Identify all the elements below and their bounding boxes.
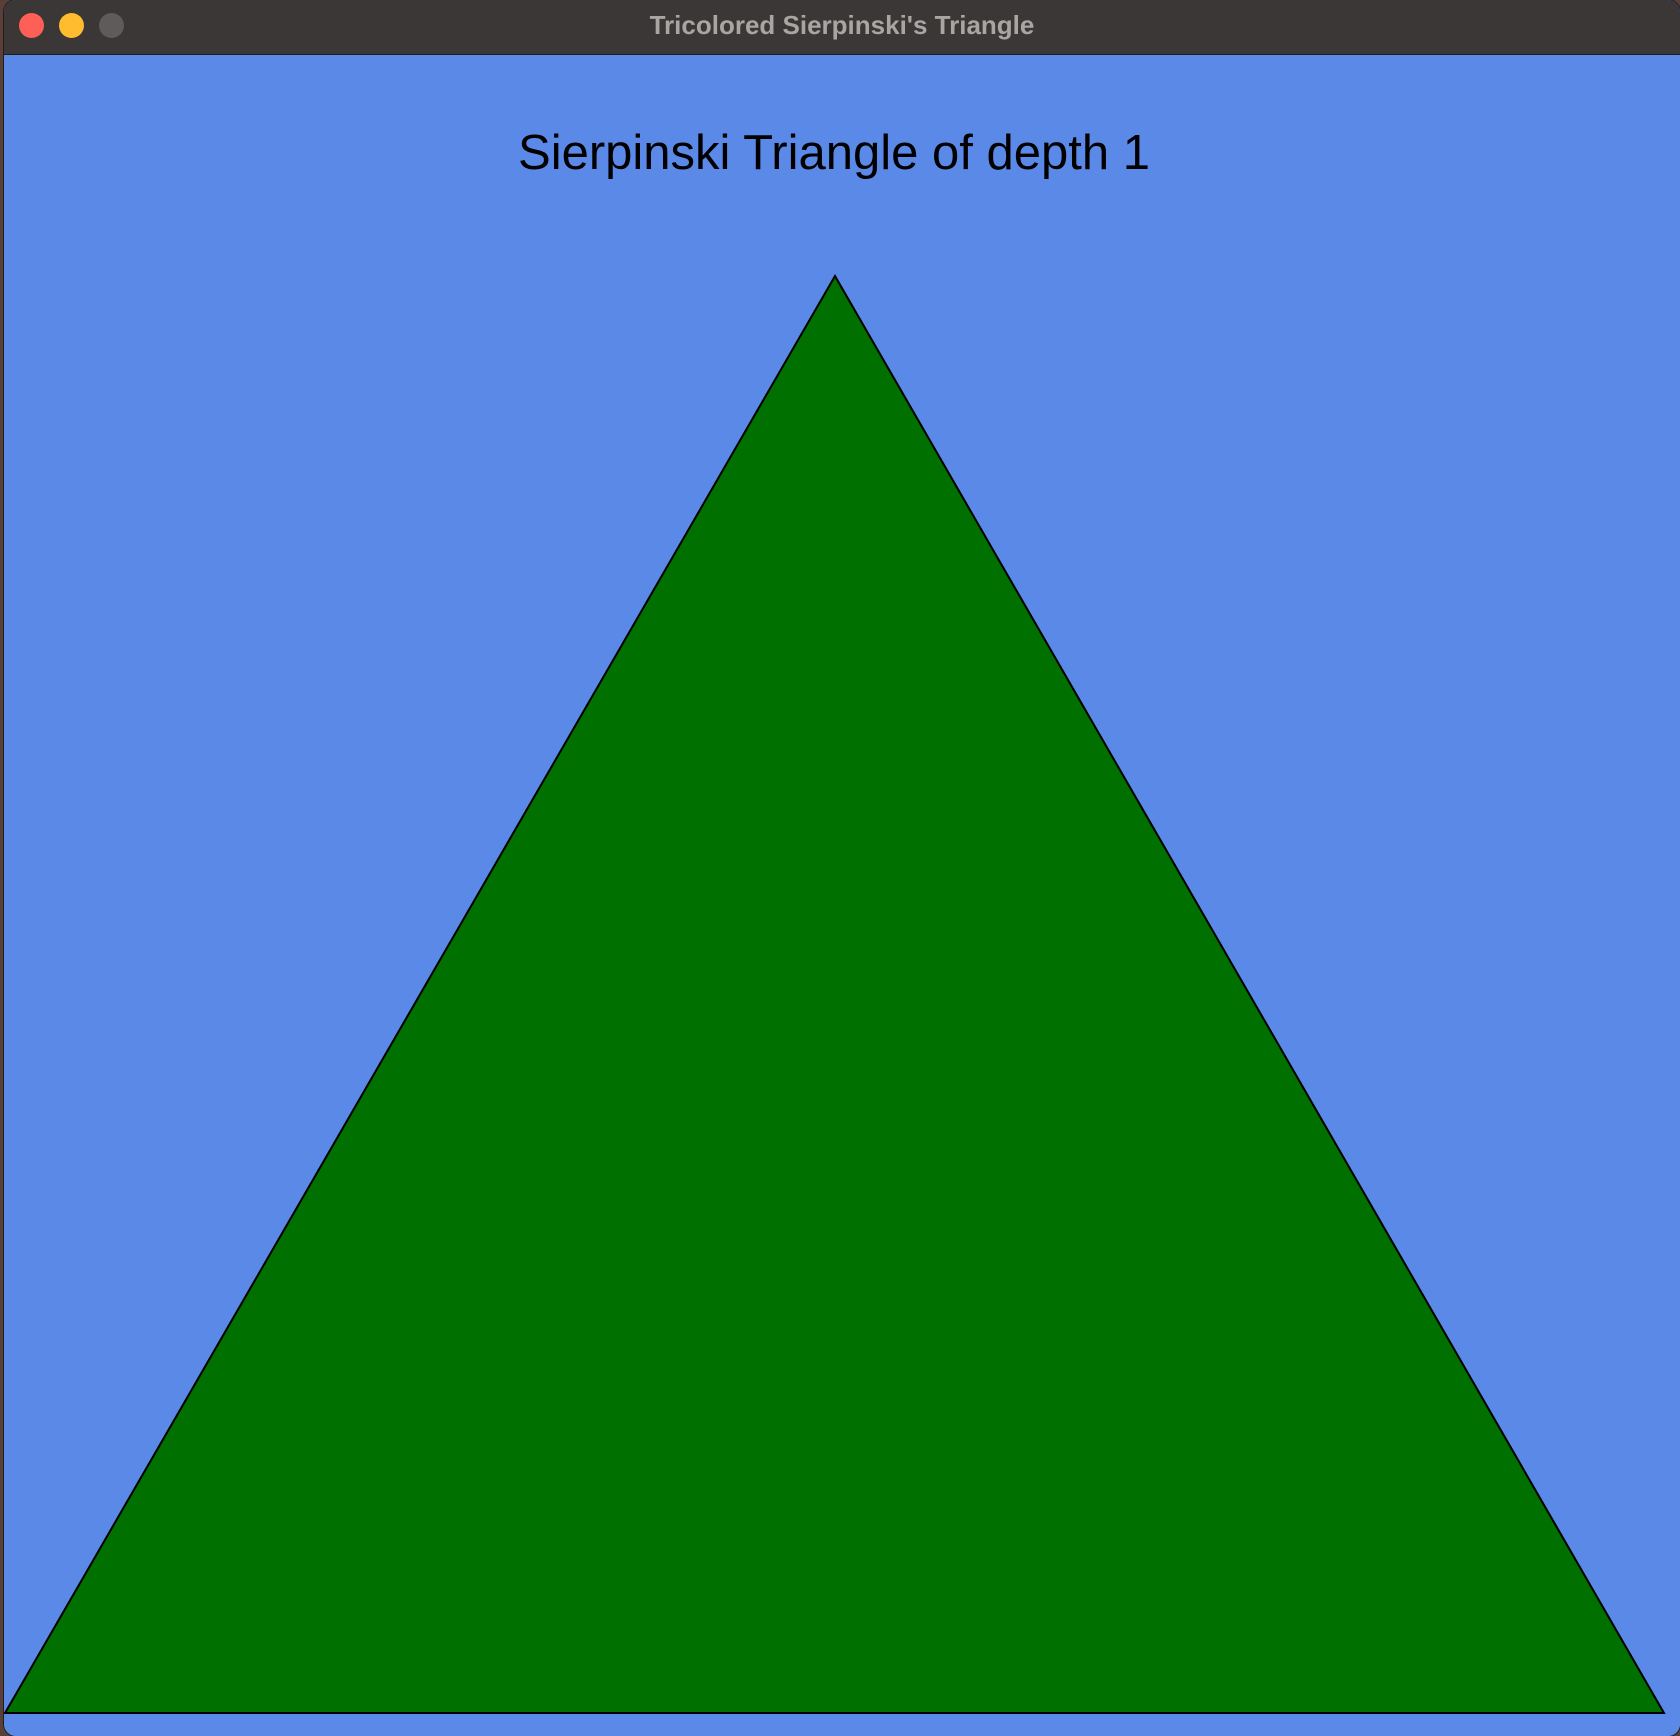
sierpinski-triangle xyxy=(4,273,1666,1714)
title-bar[interactable]: Tricolored Sierpinski's Triangle xyxy=(4,0,1680,55)
close-button[interactable] xyxy=(19,13,44,38)
drawing-canvas: Sierpinski Triangle of depth 1 xyxy=(4,55,1680,1736)
zoom-button[interactable] xyxy=(99,13,124,38)
minimize-button[interactable] xyxy=(59,13,84,38)
canvas-heading: Sierpinski Triangle of depth 1 xyxy=(518,126,1150,180)
sierpinski-drawing xyxy=(4,273,1666,1714)
app-window: Tricolored Sierpinski's Triangle Sierpin… xyxy=(4,0,1680,1736)
window-title: Tricolored Sierpinski's Triangle xyxy=(649,10,1035,40)
